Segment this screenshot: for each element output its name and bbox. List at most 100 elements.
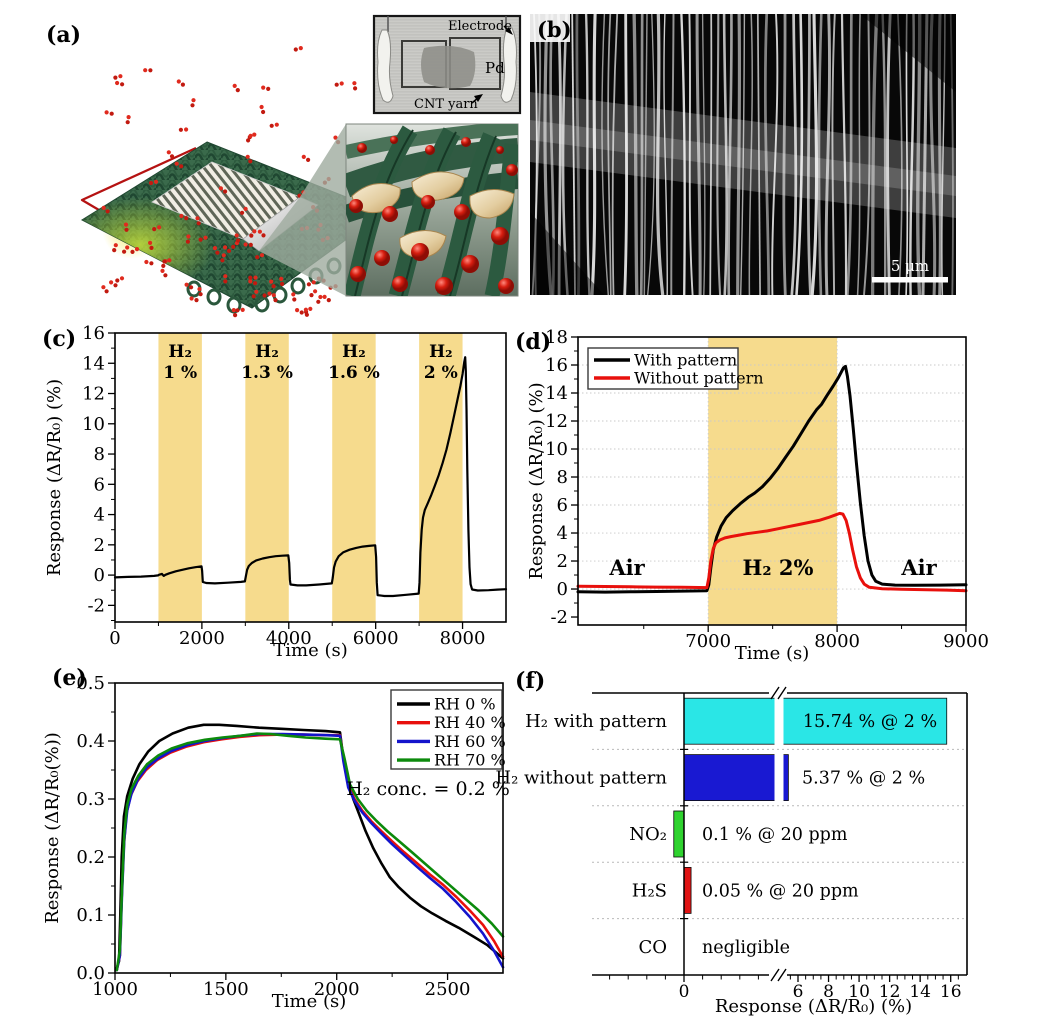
band-label-conc: 2 % — [424, 363, 458, 383]
y-tick-label: 0.5 — [76, 673, 105, 694]
gas-dot — [261, 109, 266, 115]
gas-dot — [125, 245, 130, 250]
x-tick-label: 2000 — [314, 979, 360, 1000]
gas-dot — [122, 249, 127, 254]
gas-dot — [163, 273, 168, 278]
gas-dot — [148, 240, 153, 245]
y-tick-label: -2 — [87, 595, 105, 616]
chart-e: 1000 1500 2000 2500 0.0 0.1 0.2 0.3 0.4 0.5 H₂ con… — [42, 673, 510, 1012]
gas-dot — [126, 115, 131, 120]
sem-fiber — [824, 14, 831, 295]
sem-fiber — [709, 14, 713, 295]
axis-break-slash — [777, 686, 787, 700]
gas-dot — [262, 293, 267, 298]
gas-sphere — [461, 255, 479, 273]
cnt-yarn-arrowhead — [474, 94, 483, 102]
band-label-gas: H₂ — [255, 342, 279, 362]
sem-fiber — [643, 14, 648, 295]
gas-dot — [271, 284, 276, 289]
gas-sphere — [461, 137, 471, 147]
x-tick-label: 16 — [940, 982, 962, 1002]
sem-fiber — [771, 14, 779, 295]
gas-dot — [203, 235, 208, 240]
electrode-arrowhead — [505, 27, 513, 35]
panel-label-a: (a) — [46, 22, 81, 48]
gas-dot — [226, 248, 232, 253]
y-tick-label: 16 — [545, 355, 568, 376]
gas-dot — [311, 280, 316, 285]
y-tick-label: 0 — [557, 579, 568, 600]
gas-dot — [109, 111, 114, 116]
gas-dot — [271, 293, 276, 298]
gas-dot — [253, 275, 258, 280]
gas-dot — [149, 261, 154, 266]
plot-frame — [114, 332, 507, 623]
x-tick-label: 1000 — [92, 979, 138, 1000]
gas-dot — [235, 308, 240, 313]
sem-fiber — [817, 14, 823, 295]
sem-fiber — [647, 14, 655, 295]
gas-dot — [243, 206, 248, 211]
sem-fiber — [727, 14, 733, 295]
sem-fiber — [607, 14, 612, 295]
gas-dot — [293, 47, 298, 52]
gas-dot — [184, 127, 189, 132]
pd-foil — [411, 171, 465, 201]
series-RH 40 % — [115, 733, 505, 972]
gas-sphere — [357, 143, 367, 153]
y-tick-label: 0.1 — [76, 905, 105, 926]
series-Without pattern — [576, 511, 968, 593]
gas-dot — [144, 259, 149, 265]
legend-label: RH 60 % — [434, 732, 506, 751]
legend-label: With pattern — [634, 351, 737, 370]
gas-sphere — [425, 145, 435, 155]
gas-dot — [234, 233, 239, 238]
gas-dot — [235, 88, 240, 93]
band-label-conc: 1.6 % — [328, 363, 380, 383]
gas-sphere — [454, 204, 470, 220]
gas-dot — [105, 209, 110, 214]
series-RH 0 % — [114, 723, 505, 972]
gas-dot — [292, 297, 297, 302]
sem-fiber — [748, 14, 753, 295]
gas-dot — [218, 186, 223, 191]
y-tick-label: 12 — [82, 384, 105, 405]
gas-dot — [113, 243, 118, 248]
gas-dot — [120, 82, 125, 87]
gas-dot — [212, 246, 218, 251]
sem-fiber — [561, 14, 569, 295]
x-tick-label: 7000 — [685, 631, 731, 652]
y-tick-label: 2 — [94, 535, 105, 556]
gas-dot — [185, 239, 190, 244]
x-tick-label: 6 — [793, 982, 804, 1002]
y-tick-label: -2 — [550, 607, 568, 628]
gas-dot — [190, 103, 195, 108]
gas-dot — [261, 85, 266, 90]
y-tick-label: 4 — [557, 523, 568, 544]
sem-fiber — [722, 14, 728, 295]
annotation: Air — [608, 555, 645, 580]
legend-label: Without pattern — [634, 369, 764, 388]
x-axis-title: Time (s) — [735, 643, 810, 664]
gas-dot — [223, 189, 228, 194]
gas-dot — [248, 242, 253, 247]
gas-dot — [148, 68, 153, 73]
gas-dot — [245, 154, 250, 159]
gas-dot — [306, 157, 311, 162]
gas-sphere — [411, 243, 429, 261]
gas-dot — [134, 247, 140, 252]
chart-d: 7000 8000 9000 -2 0 2 4 6 8 10 12 14 16 18 Air H₂ 2% Air… — [526, 327, 989, 664]
series-RH 60 % — [115, 732, 505, 972]
category-label: H₂ without pattern — [495, 768, 667, 789]
gas-sphere — [390, 136, 398, 144]
y-tick-label: 6 — [94, 474, 105, 495]
gas-dot — [118, 74, 123, 79]
sem-fiber — [680, 14, 686, 295]
y-tick-label: 6 — [557, 495, 568, 516]
gas-dot — [104, 289, 109, 294]
x-tick-label: 4000 — [266, 628, 312, 649]
gas-dot — [179, 164, 184, 169]
gas-sphere — [491, 227, 509, 245]
annotation: H₂ conc. = 0.2 % — [346, 778, 510, 800]
